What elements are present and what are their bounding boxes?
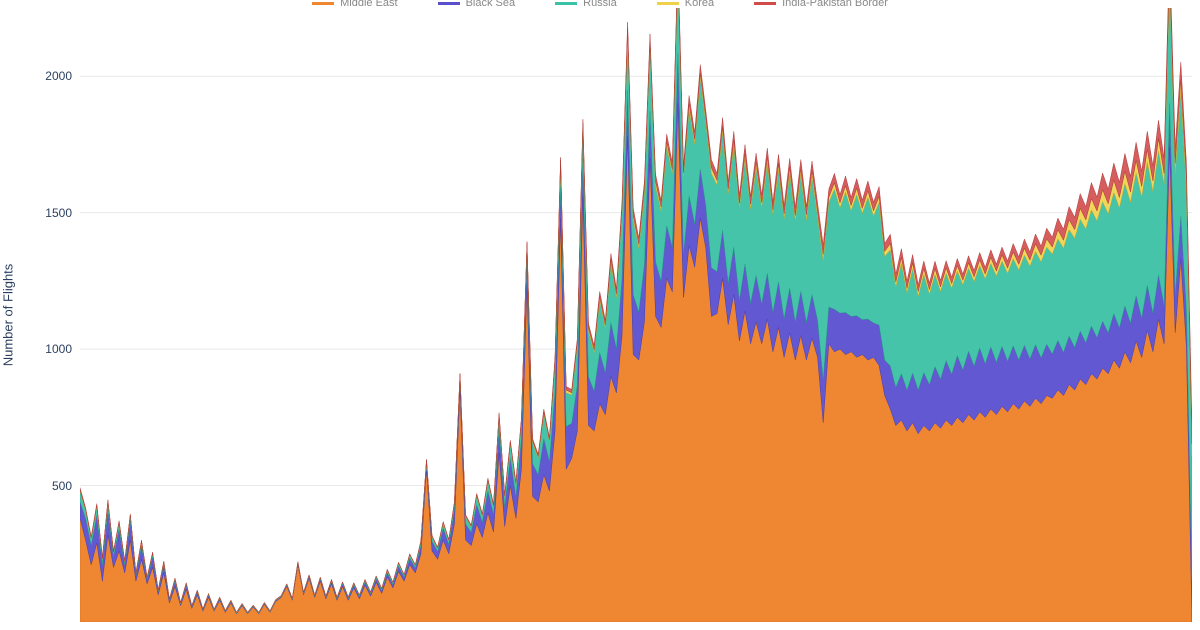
legend-item[interactable]: India-Pakistan Border (754, 0, 888, 6)
legend-label: Korea (685, 0, 714, 6)
legend-item[interactable]: Russia (555, 0, 617, 6)
legend-swatch (312, 2, 334, 5)
flights-stacked-area-chart: Middle East Black Sea Russia Korea India-Pak… (0, 0, 1200, 630)
y-tick-label: 500 (52, 479, 72, 493)
legend-swatch (555, 2, 577, 5)
chart-legend: Middle East Black Sea Russia Korea India-Pak… (0, 0, 1200, 6)
y-tick-label: 1000 (45, 342, 72, 356)
legend-label: India-Pakistan Border (782, 0, 888, 6)
legend-item[interactable]: Korea (657, 0, 714, 6)
legend-label: Black Sea (466, 0, 516, 6)
legend-item[interactable]: Middle East (312, 0, 397, 6)
legend-item[interactable]: Black Sea (438, 0, 516, 6)
stacked-area-group (80, 8, 1192, 622)
legend-swatch (438, 2, 460, 5)
plot-area[interactable] (80, 8, 1192, 622)
legend-label: Russia (583, 0, 617, 6)
y-axis-title: Number of Flights (1, 264, 16, 367)
legend-label: Middle East (340, 0, 397, 6)
y-tick-label: 1500 (45, 206, 72, 220)
y-tick-label: 2000 (45, 69, 72, 83)
legend-swatch (754, 2, 776, 5)
legend-swatch (657, 2, 679, 5)
